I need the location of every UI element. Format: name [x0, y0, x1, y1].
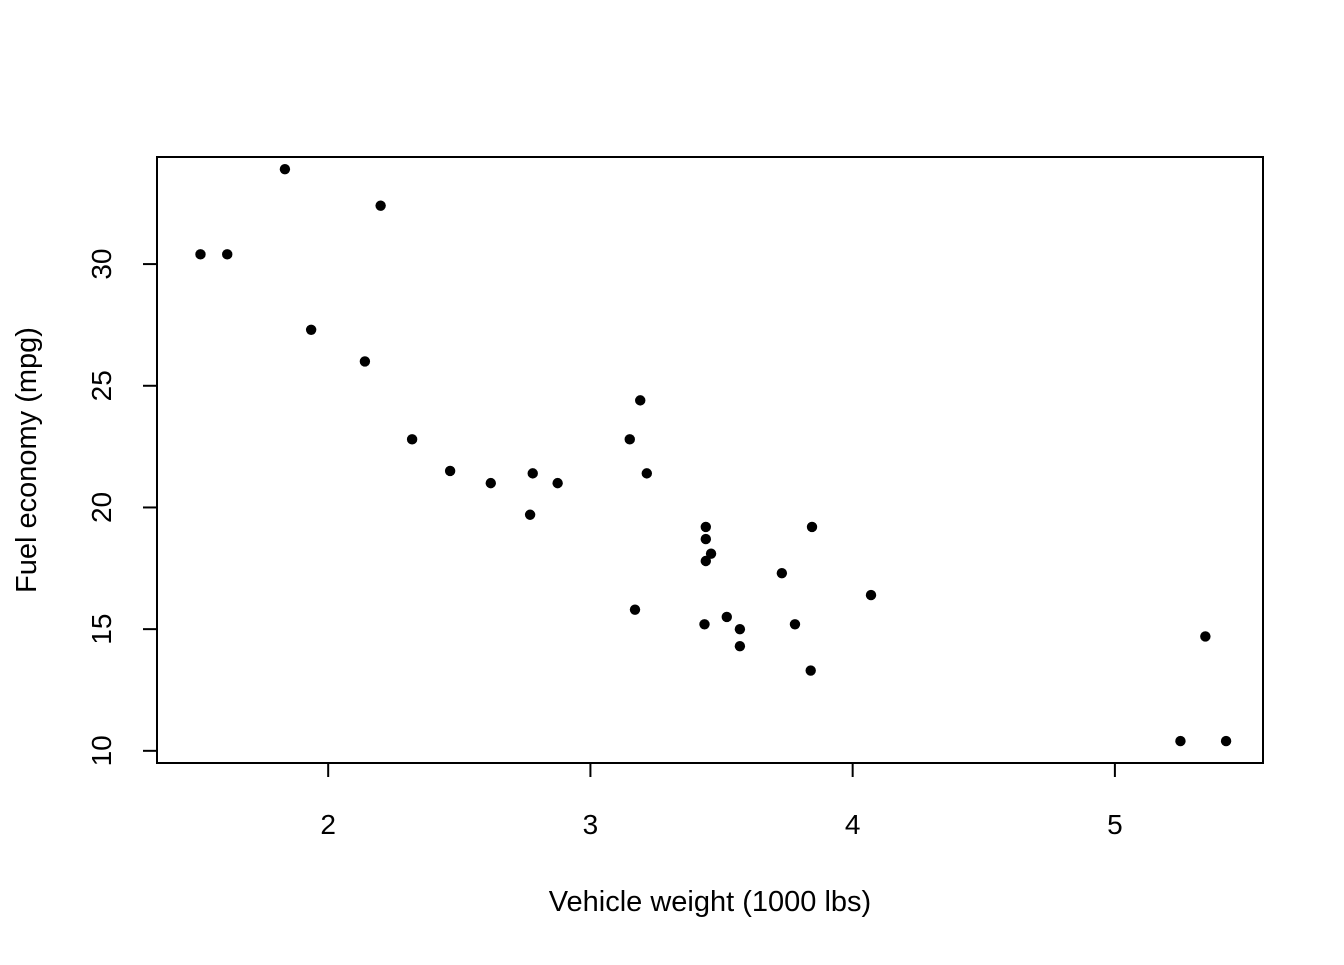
data-point: [1175, 735, 1186, 747]
data-point: [279, 163, 291, 175]
data-point: [1220, 735, 1232, 747]
data-point: [624, 434, 635, 445]
data-points: [195, 163, 1232, 747]
y-axis-title: Fuel economy (mpg): [11, 327, 43, 593]
data-point: [700, 533, 712, 545]
data-point: [865, 589, 877, 601]
data-point: [721, 611, 732, 623]
y-axis: 10 15 20 25 30: [86, 249, 158, 766]
data-point: [552, 477, 563, 489]
data-point: [699, 619, 710, 630]
data-point: [375, 200, 386, 211]
y-tick-label: 10: [86, 735, 117, 766]
y-tick-label: 25: [86, 370, 117, 401]
data-point: [705, 548, 717, 559]
data-point: [635, 395, 646, 406]
data-point: [776, 567, 788, 579]
data-point: [734, 640, 746, 652]
data-point: [700, 555, 712, 567]
data-point: [222, 249, 233, 260]
y-tick-label: 20: [86, 492, 117, 523]
data-point: [805, 665, 816, 676]
data-point: [629, 604, 641, 615]
x-tick-label: 5: [1107, 809, 1123, 840]
data-point: [789, 619, 801, 630]
plot-frame: [156, 156, 1264, 764]
x-axis: 2 3 4 5: [320, 762, 1123, 840]
data-point: [485, 477, 496, 489]
data-point: [527, 468, 538, 479]
data-point: [1200, 631, 1211, 642]
x-axis-title: Vehicle weight (1000 lbs): [549, 886, 871, 918]
data-point: [195, 249, 206, 260]
data-point: [806, 521, 818, 533]
data-point: [359, 356, 371, 367]
x-tick-label: 4: [845, 809, 861, 840]
data-point: [406, 434, 418, 445]
x-tick-label: 2: [320, 809, 336, 840]
data-point: [641, 468, 653, 479]
y-tick-label: 15: [86, 614, 117, 645]
data-point: [444, 465, 456, 477]
y-tick-label: 30: [86, 249, 117, 280]
data-point: [700, 521, 712, 533]
data-point: [734, 623, 746, 635]
x-tick-label: 3: [583, 809, 599, 840]
data-point: [305, 324, 317, 335]
data-point: [524, 509, 536, 520]
